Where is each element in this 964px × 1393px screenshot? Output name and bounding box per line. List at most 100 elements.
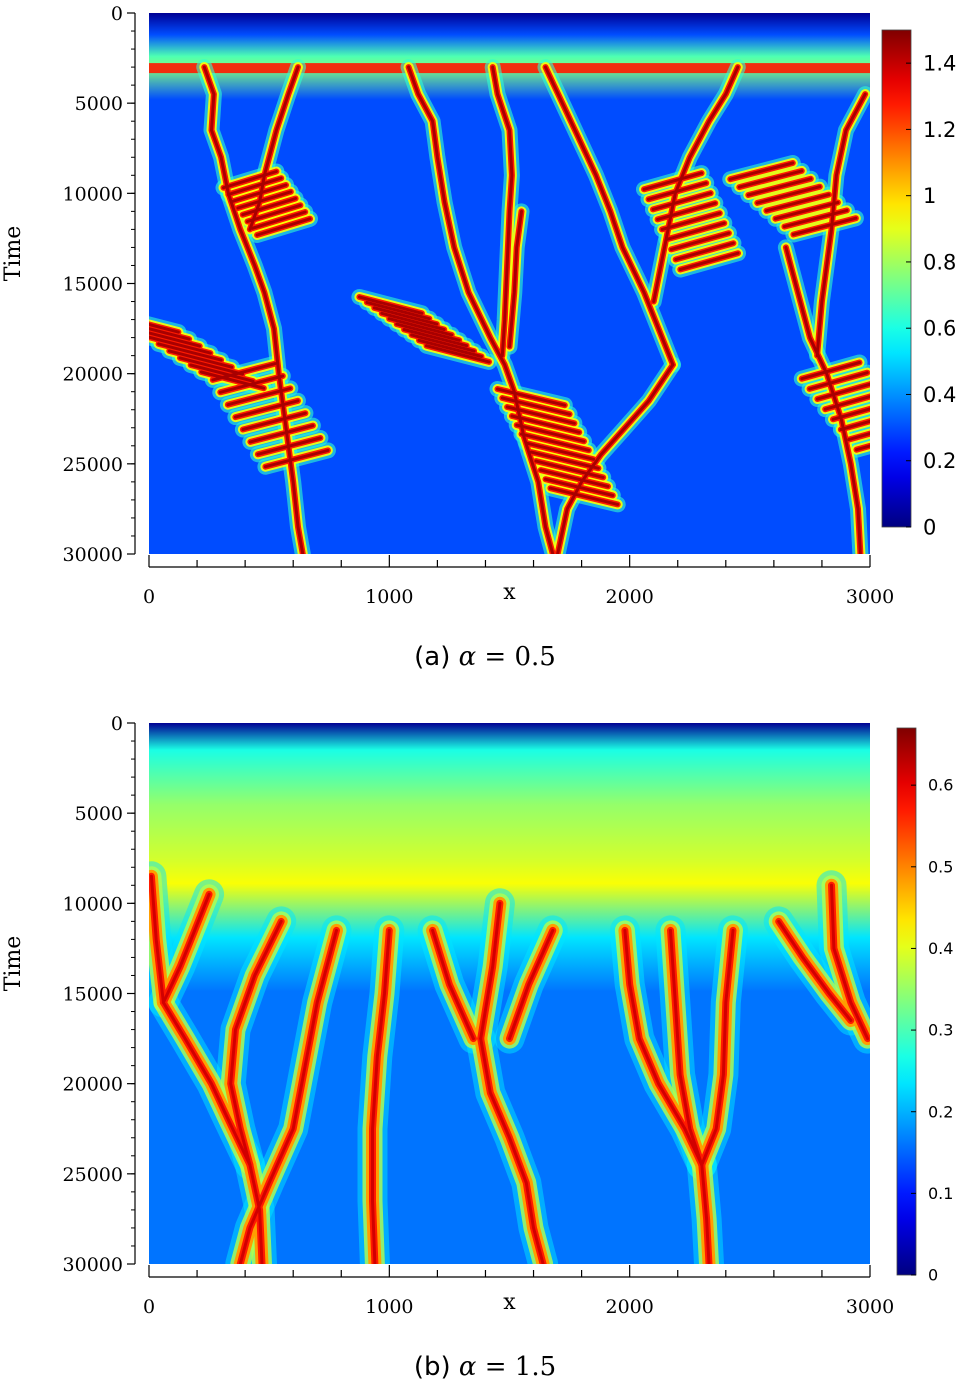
y-axis-title: Time — [1, 936, 26, 992]
filament-59-layer-3 — [651, 191, 713, 211]
filament-7-layer-4 — [508, 928, 555, 1041]
filament-7-layer-3 — [652, 65, 740, 303]
filament-0-layer-4 — [149, 874, 264, 1264]
filament-32-layer-3 — [248, 424, 315, 444]
filament-6-layer-4 — [479, 901, 502, 1041]
filament-64-layer-3 — [674, 241, 735, 261]
filament-42-layer-3 — [410, 333, 476, 353]
colorbar-tick-label: 1 — [923, 184, 936, 208]
filament-30-layer-3 — [233, 399, 300, 419]
filament-60-layer-3 — [656, 201, 717, 221]
y-tick-label: 30000 — [63, 1254, 123, 1276]
filament-80-layer-3 — [847, 432, 870, 442]
filament-52-layer-3 — [529, 450, 600, 470]
filament-11-layer-3 — [226, 176, 283, 196]
colorbar-tick-label: 0 — [923, 515, 936, 539]
filament-72-layer-3 — [782, 208, 849, 229]
heatmap-field — [149, 59, 870, 554]
colorbar-tick-label: 0.6 — [928, 776, 953, 795]
filament-23-layer-3 — [167, 349, 234, 369]
filament-33-layer-3 — [256, 436, 322, 456]
panel-label: (a) — [414, 642, 458, 672]
filament-73-layer-3 — [791, 216, 858, 236]
alpha-equals: = — [476, 642, 514, 672]
y-tick-label: 15000 — [63, 984, 123, 1006]
filament-58-layer-3 — [647, 181, 708, 201]
filament-26-layer-3 — [199, 370, 266, 390]
filament-1-layer-4 — [161, 892, 211, 1004]
alpha-value: 0.5 — [515, 642, 556, 672]
filament-16-layer-3 — [250, 210, 307, 230]
filament-15-layer-3 — [246, 203, 302, 223]
filament-4-layer-3 — [508, 209, 523, 349]
y-tick-label: 25000 — [63, 1164, 123, 1186]
x-tick-label: 0 — [143, 586, 155, 608]
filament-48-layer-3 — [510, 414, 581, 434]
filament-10-layer-3 — [222, 170, 278, 190]
filament-12-layer-3 — [231, 183, 288, 203]
x-axis-title: x — [503, 580, 516, 605]
x-tick-label: 3000 — [846, 586, 894, 608]
filament-8-layer-4 — [479, 1037, 545, 1264]
filament-43-layer-3 — [417, 338, 483, 358]
filament-40-layer-3 — [395, 322, 461, 342]
filament-13-layer-4 — [830, 883, 870, 1041]
y-tick-label: 0 — [111, 3, 123, 25]
filament-47-layer-3 — [505, 405, 576, 425]
colorbar-tick-label: 0.5 — [928, 857, 953, 876]
filament-14-layer-3 — [241, 197, 298, 217]
filament-35-layer-3 — [357, 295, 424, 315]
heatmap-field — [149, 861, 870, 1264]
filament-62-layer-3 — [665, 221, 726, 241]
x-tick-label: 0 — [143, 1296, 155, 1318]
filament-2-layer-4 — [229, 919, 283, 1167]
panel-caption: (b) α = 1.5 — [414, 1352, 556, 1382]
filament-78-layer-3 — [831, 407, 870, 421]
filament-65-layer-3 — [678, 251, 740, 271]
filament-69-layer-3 — [755, 185, 822, 205]
colorbar-tick-label: 0.8 — [923, 250, 956, 274]
filament-34-layer-3 — [263, 448, 330, 469]
filament-10-layer-4 — [669, 928, 704, 1167]
filament-8-layer-3 — [784, 245, 862, 554]
filament-28-layer-3 — [218, 374, 285, 394]
y-tick-label: 30000 — [63, 544, 123, 566]
colorbar-tick-label: 0.6 — [923, 317, 956, 341]
x-axis-title: x — [503, 1290, 516, 1315]
colorbar-tick-label: 0.3 — [928, 1021, 953, 1040]
y-tick-label: 25000 — [63, 454, 123, 476]
y-tick-label: 20000 — [63, 364, 123, 386]
colorbar-tick-label: 1.4 — [923, 51, 956, 75]
filament-5-layer-4 — [431, 928, 475, 1041]
filament-49-layer-3 — [515, 423, 586, 443]
y-tick-label: 15000 — [63, 274, 123, 296]
y-tick-label: 0 — [111, 713, 123, 735]
filament-61-layer-3 — [660, 211, 722, 231]
y-axis-title: Time — [1, 226, 26, 282]
alpha-equals: = — [476, 1352, 514, 1382]
colorbar — [881, 29, 912, 528]
colorbar — [896, 727, 917, 1276]
filament-76-layer-3 — [815, 382, 870, 401]
filament-74-layer-3 — [800, 361, 861, 381]
filament-39-layer-3 — [387, 317, 454, 337]
filament-79-layer-3 — [839, 419, 870, 431]
filament-50-layer-3 — [520, 432, 591, 452]
filament-27-layer-3 — [211, 362, 277, 382]
colorbar-tick-label: 0.4 — [923, 383, 956, 407]
colorbar-tick-label: 0.2 — [928, 1102, 953, 1121]
filament-17-layer-3 — [255, 217, 312, 237]
y-tick-label: 20000 — [63, 1074, 123, 1096]
filament-55-layer-3 — [544, 477, 615, 497]
filament-5-layer-3 — [544, 65, 675, 367]
x-tick-label: 3000 — [846, 1296, 894, 1318]
filament-53-layer-3 — [534, 459, 605, 479]
filament-22-layer-3 — [157, 342, 223, 362]
y-tick-label: 10000 — [63, 183, 123, 205]
alpha-symbol: α — [459, 1352, 477, 1382]
filament-45-layer-3 — [496, 387, 567, 407]
filament-9-layer-4 — [623, 928, 704, 1167]
